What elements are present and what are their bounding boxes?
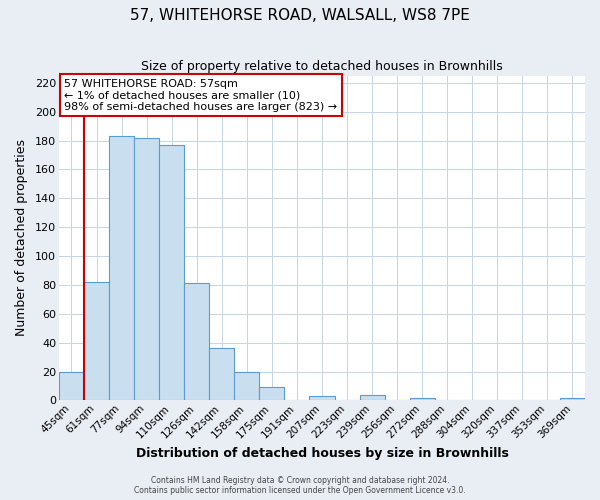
Y-axis label: Number of detached properties: Number of detached properties <box>15 140 28 336</box>
Text: Contains HM Land Registry data © Crown copyright and database right 2024.
Contai: Contains HM Land Registry data © Crown c… <box>134 476 466 495</box>
Bar <box>59 372 84 400</box>
Bar <box>184 284 209 401</box>
Bar <box>109 136 134 400</box>
Text: 57, WHITEHORSE ROAD, WALSALL, WS8 7PE: 57, WHITEHORSE ROAD, WALSALL, WS8 7PE <box>130 8 470 22</box>
Text: 57 WHITEHORSE ROAD: 57sqm
← 1% of detached houses are smaller (10)
98% of semi-d: 57 WHITEHORSE ROAD: 57sqm ← 1% of detach… <box>64 79 337 112</box>
Bar <box>560 398 585 400</box>
Bar <box>359 394 385 400</box>
Bar <box>209 348 235 401</box>
Bar <box>310 396 335 400</box>
Bar <box>410 398 435 400</box>
Bar <box>259 388 284 400</box>
Bar <box>134 138 159 400</box>
Title: Size of property relative to detached houses in Brownhills: Size of property relative to detached ho… <box>141 60 503 73</box>
Bar <box>235 372 259 400</box>
Bar <box>84 282 109 401</box>
X-axis label: Distribution of detached houses by size in Brownhills: Distribution of detached houses by size … <box>136 447 508 460</box>
Bar <box>159 145 184 401</box>
